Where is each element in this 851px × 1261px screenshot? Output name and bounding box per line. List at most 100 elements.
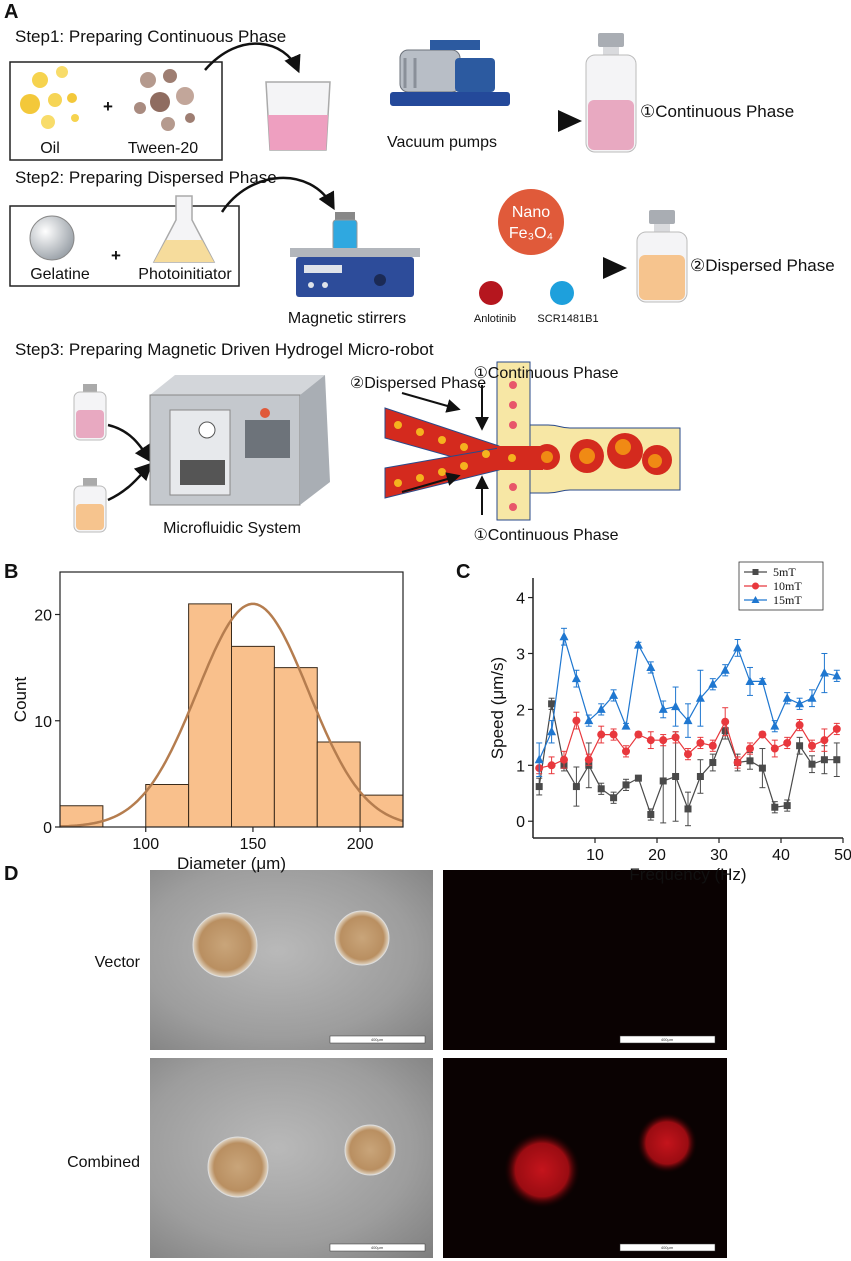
x-tick-label: 20: [648, 847, 666, 864]
fluorescent-robot: [504, 1132, 580, 1208]
marker: [757, 676, 767, 685]
y-tick-label: 0: [516, 814, 525, 831]
microrobot: [334, 910, 390, 966]
legend-marker: [752, 569, 759, 575]
label: Oil: [40, 140, 60, 157]
scale-label: 400μm: [371, 1037, 384, 1042]
x-tick-label: 200: [347, 836, 374, 853]
microrobot: [344, 1124, 396, 1176]
marker: [621, 721, 631, 730]
label: ②Dispersed Phase: [350, 375, 486, 392]
y-tick-label: 1: [516, 758, 525, 775]
marker: [609, 730, 618, 739]
vacuum-pump: [390, 40, 510, 106]
microrobot: [192, 912, 258, 978]
marker: [832, 670, 842, 680]
drug-sphere: [479, 281, 503, 305]
marker: [572, 783, 580, 791]
label: Anlotinib: [474, 313, 516, 325]
label: Vacuum pumps: [387, 134, 497, 151]
brightfield-image: [150, 870, 433, 1050]
marker: [647, 811, 655, 819]
row-label: Vector: [95, 954, 141, 971]
flow-arrow: [220, 176, 335, 213]
gelatine-ball: [29, 215, 75, 261]
marker: [646, 662, 656, 671]
micrographs: Vector Combined 400μm 400μm 400μm 400μm: [67, 870, 727, 1258]
marker: [671, 701, 681, 711]
marker: [695, 693, 705, 702]
marker: [758, 764, 766, 772]
marker: [808, 760, 816, 768]
arrow-head: [558, 110, 582, 132]
label: SCR1481B1: [537, 313, 598, 325]
x-axis-label: Diameter (μm): [177, 854, 286, 873]
y-axis-label: Speed (μm/s): [488, 657, 507, 759]
marker: [672, 772, 680, 780]
marker: [584, 755, 593, 764]
flow-arrow: [107, 462, 153, 502]
drug-sphere: [550, 281, 574, 305]
marker: [534, 754, 544, 764]
bottle: [636, 210, 688, 303]
histogram-bar: [231, 645, 275, 828]
nanoparticle: [498, 189, 564, 255]
step-title: Step3: Preparing Magnetic Driven Hydroge…: [15, 340, 434, 359]
label: ①Continuous Phase: [473, 527, 618, 544]
plus: +: [103, 97, 113, 116]
marker: [745, 676, 755, 685]
y-tick-label: 3: [516, 646, 525, 663]
marker: [758, 730, 767, 739]
flow-arrow: [204, 42, 301, 74]
marker: [795, 698, 805, 708]
oil-droplets: [20, 66, 79, 129]
marker: [819, 668, 829, 677]
marker: [808, 741, 816, 750]
scale-label: 400μm: [661, 1037, 674, 1042]
fluorescent-robot: [637, 1113, 697, 1173]
bottle: [585, 33, 637, 153]
panel-label: A: [4, 1, 18, 23]
y-axis-label: Count: [11, 677, 30, 723]
label: Microfluidic System: [163, 520, 301, 537]
x-tick-label: 40: [772, 847, 790, 864]
marker: [782, 693, 792, 702]
plot-frame: [59, 571, 404, 828]
marker: [708, 741, 717, 750]
marker: [547, 761, 556, 770]
product-label: ①Continuous Phase: [640, 102, 794, 121]
legend-label: 10mT: [773, 579, 802, 593]
microrobot: [207, 1136, 269, 1198]
step1: Step1: Preparing Continuous Phase + Oil …: [9, 27, 794, 161]
marker: [683, 715, 693, 725]
marker: [658, 704, 668, 713]
step2: Step2: Preparing Dispersed Phase + Gelat…: [9, 168, 835, 327]
flask: [152, 195, 216, 263]
marker: [584, 715, 594, 725]
marker: [796, 742, 804, 750]
label: Nano: [512, 204, 550, 221]
marker: [783, 802, 791, 810]
vial: [73, 384, 107, 441]
marker: [671, 733, 680, 742]
marker: [596, 704, 606, 713]
marker: [771, 803, 779, 811]
legend-label: 5mT: [773, 565, 796, 579]
label: Photoinitiator: [138, 266, 232, 283]
legend-label: 15mT: [773, 593, 802, 607]
y-tick-label: 20: [34, 608, 52, 625]
histogram-bar: [188, 603, 232, 828]
scale-bar: [329, 1035, 426, 1044]
x-tick-label: 50: [834, 847, 851, 864]
flow-arrow: [107, 423, 152, 463]
scale-label: 400μm: [371, 1245, 384, 1250]
marker: [833, 756, 841, 764]
label: Gelatine: [30, 266, 90, 283]
marker: [633, 640, 643, 649]
marker: [820, 736, 829, 745]
marker: [721, 717, 730, 726]
legend-marker: [751, 596, 760, 603]
marker: [783, 738, 792, 747]
marker: [622, 747, 630, 756]
